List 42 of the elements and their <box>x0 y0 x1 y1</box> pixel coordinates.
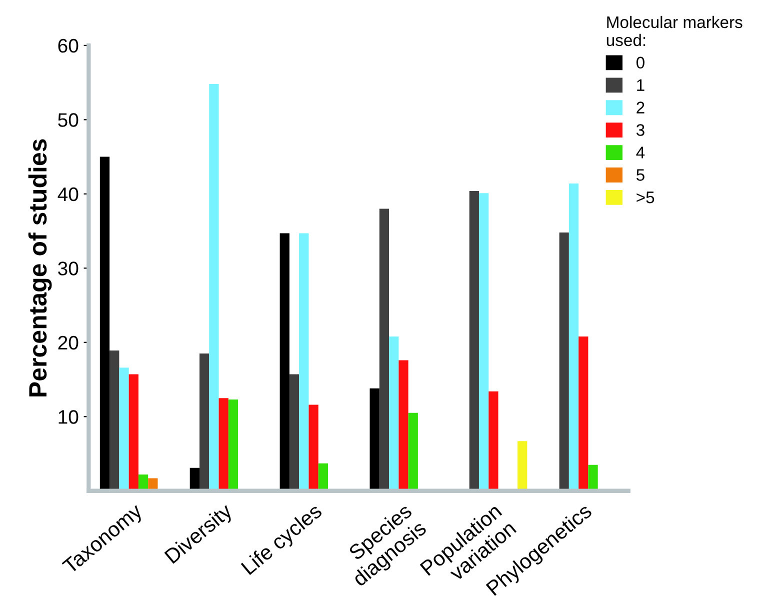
legend-label: 1 <box>637 79 644 91</box>
bar <box>408 412 418 491</box>
bar <box>469 190 479 491</box>
bar <box>190 468 200 491</box>
bar <box>568 184 579 491</box>
y-tick-label: 60 <box>58 38 78 53</box>
bar <box>199 354 210 491</box>
bar <box>218 398 228 491</box>
legend-label: 3 <box>636 124 644 136</box>
bar <box>299 233 309 491</box>
y-tick-label: 10 <box>58 410 78 424</box>
y-tick-label: 20 <box>58 336 78 350</box>
bar <box>389 336 399 491</box>
bar <box>488 391 498 491</box>
bar <box>308 404 318 491</box>
bar <box>119 368 129 491</box>
bar <box>370 388 380 491</box>
bar <box>318 463 328 491</box>
bar <box>478 193 489 491</box>
bar <box>578 336 588 491</box>
legend-label: 4 <box>636 146 645 158</box>
bar <box>128 374 138 491</box>
bar <box>518 441 528 491</box>
legend-label: 2 <box>636 102 644 114</box>
bar <box>100 156 110 491</box>
bar <box>110 350 120 491</box>
legend-label: 0 <box>636 56 644 69</box>
y-tick-label: 40 <box>58 187 78 202</box>
bar <box>228 400 238 491</box>
legend-title: Molecular markers used: <box>606 16 742 46</box>
legend-label: >5 <box>636 192 654 204</box>
legend-label: 5 <box>636 169 644 181</box>
bar <box>398 360 408 491</box>
bar <box>289 374 300 491</box>
bar <box>209 84 219 491</box>
bar <box>379 208 390 491</box>
y-tick-label: 30 <box>58 262 78 276</box>
bar <box>588 464 598 491</box>
bar <box>280 233 290 491</box>
bar <box>559 232 569 491</box>
y-axis-title: Percentage of studies <box>28 139 52 396</box>
y-tick-label: 50 <box>58 113 78 127</box>
